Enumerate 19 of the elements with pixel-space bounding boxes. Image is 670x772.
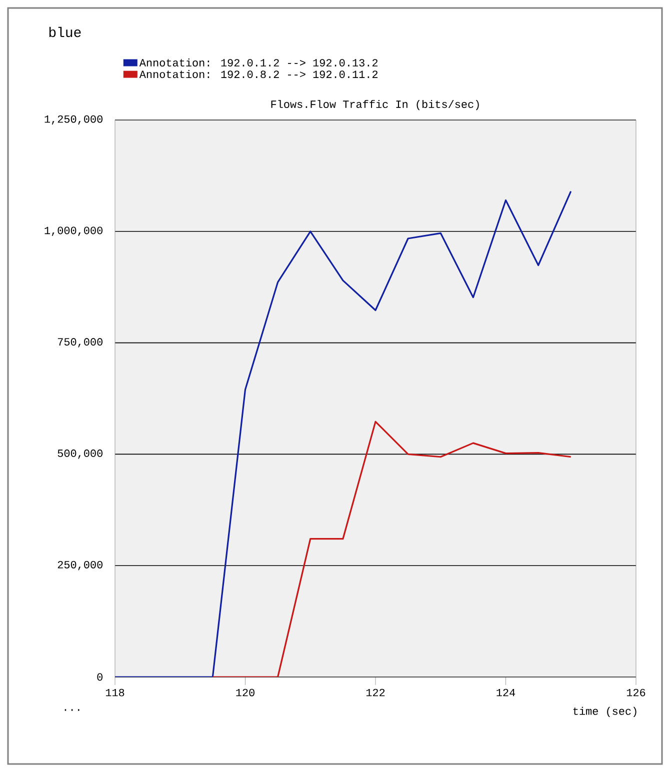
x-tick-label: 124 — [496, 688, 516, 696]
y-tick-label: 1,250,000 — [44, 115, 102, 125]
x-axis-title: time (sec) — [573, 706, 636, 718]
text: blue — [49, 26, 81, 38]
line-series — [212, 420, 572, 677]
y-tick-label: 0 — [97, 673, 102, 681]
y-tick-label: 750,000 — [58, 338, 102, 348]
y-tick-label: 250,000 — [58, 560, 102, 570]
x-tick-label: 120 — [236, 688, 254, 696]
y-tick-label: 500,000 — [58, 450, 102, 459]
y-tick-label: 1,000,000 — [44, 226, 102, 236]
line-series — [115, 190, 572, 677]
chart-title: Flows.Flow Traffic In (bits/sec) — [271, 100, 479, 110]
x-tick-label: 118 — [106, 688, 124, 696]
text: ... — [64, 709, 80, 711]
legend-label: Annotation: 192.0.8.2 --> 192.0.11.2 — [139, 70, 378, 78]
x-tick-label: 122 — [366, 688, 385, 696]
legend-label: Annotation: 192.0.1.2 --> 192.0.13.2 — [139, 58, 378, 66]
x-tick-label: 126 — [626, 688, 646, 696]
